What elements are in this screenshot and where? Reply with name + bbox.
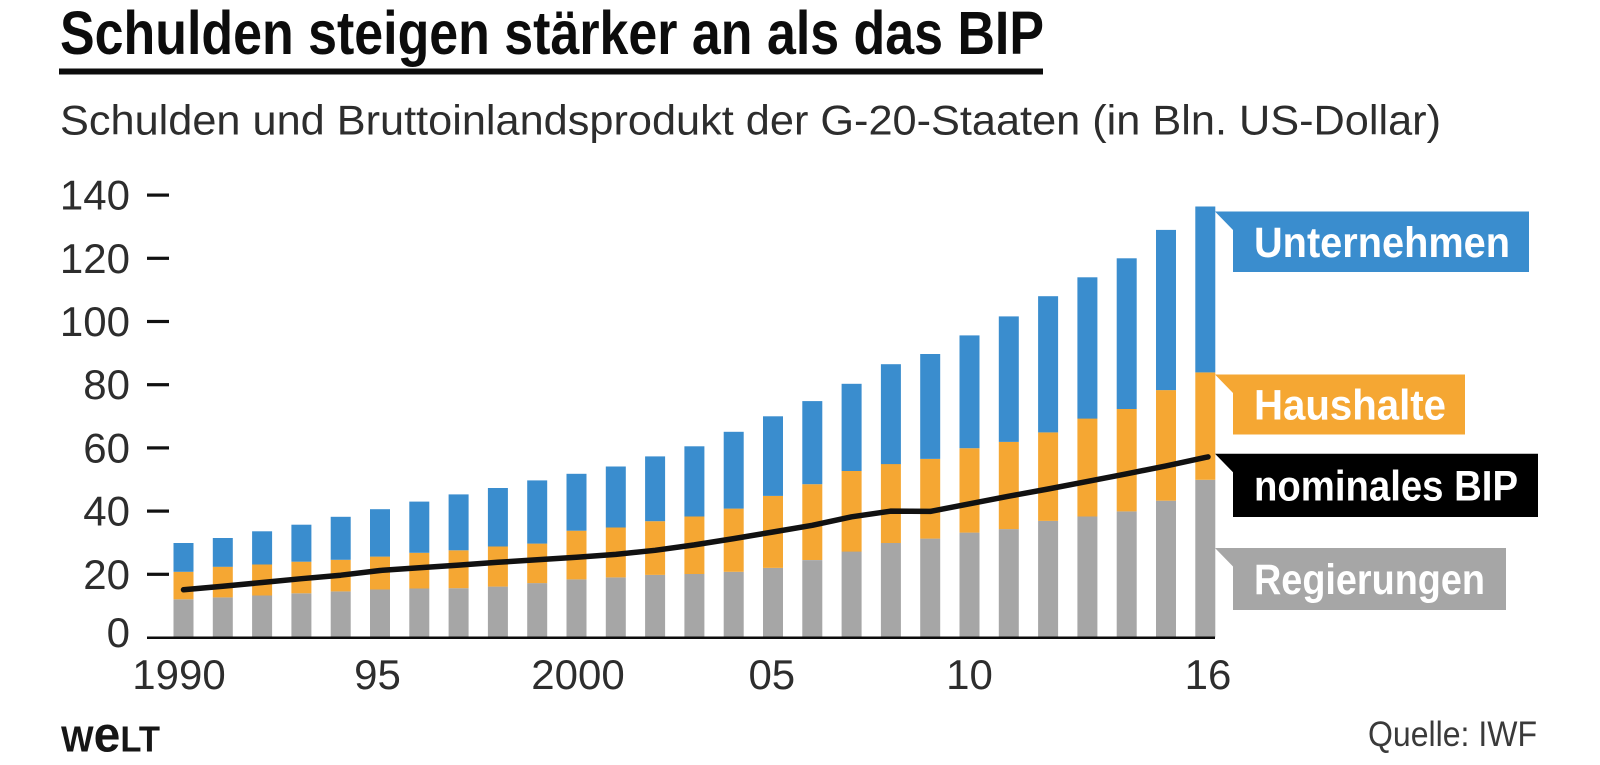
svg-text:05: 05 [748,651,795,698]
svg-text:100: 100 [60,298,130,345]
svg-text:60: 60 [83,424,130,471]
svg-text:Schulden steigen stärker an al: Schulden steigen stärker an als das BIP [60,0,1044,67]
svg-text:40: 40 [83,488,130,535]
svg-text:20: 20 [83,551,130,598]
svg-text:10: 10 [946,651,993,698]
svg-text:2000: 2000 [531,651,624,698]
svg-text:nominales BIP: nominales BIP [1254,462,1518,510]
svg-text:16: 16 [1185,651,1232,698]
svg-text:Haushalte: Haushalte [1254,382,1446,430]
svg-text:Quelle: IWF: Quelle: IWF [1368,715,1537,754]
svg-text:120: 120 [60,235,130,282]
svg-text:Schulden und Bruttoinlandsprod: Schulden und Bruttoinlandsprodukt der G-… [60,96,1441,143]
svg-text:Unternehmen: Unternehmen [1254,219,1510,267]
svg-text:Regierungen: Regierungen [1254,556,1485,604]
svg-text:80: 80 [83,361,130,408]
svg-text:95: 95 [354,651,401,698]
svg-text:140: 140 [60,172,130,219]
svg-text:0: 0 [107,609,130,656]
svg-text:1990: 1990 [132,651,225,698]
